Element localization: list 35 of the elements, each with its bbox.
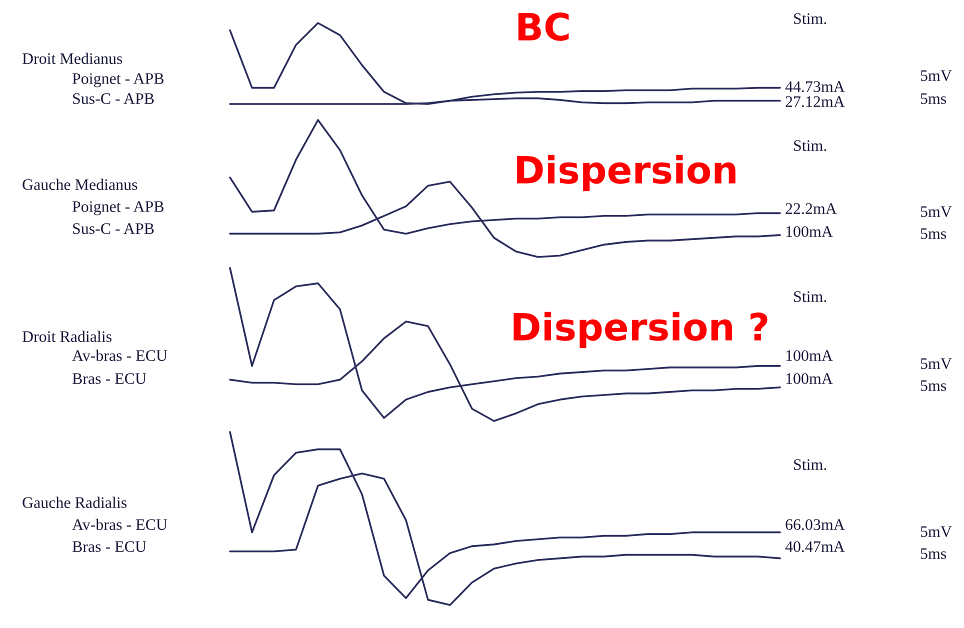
text: Av-bras - ECU	[72, 518, 168, 530]
annotation: 27.12mA	[786, 96, 845, 108]
text: Bras - ECU	[72, 373, 146, 384]
text: Sus-C - APB	[73, 93, 154, 104]
text: Droit Medianus	[22, 52, 122, 64]
text: 5ms	[920, 548, 946, 559]
text: 5ms	[920, 380, 946, 391]
text: 5mV	[920, 526, 952, 538]
annotation: 44.73mA	[785, 81, 845, 92]
text: Av-bras - ECU	[72, 350, 168, 361]
text: Stim.	[794, 459, 826, 470]
annotation: Dispersion	[517, 154, 736, 192]
text: Gauche Radialis	[22, 496, 127, 508]
text: 5ms	[920, 228, 946, 239]
text: 5mV	[920, 358, 952, 370]
text: Sus-C - APB	[73, 223, 154, 234]
text: 5ms	[920, 93, 946, 104]
annotation: 22.2mA	[786, 203, 837, 214]
text: Gauche Medianus	[22, 178, 138, 190]
annotation: Dispersion ?	[514, 312, 768, 348]
text: Stim.	[794, 13, 826, 24]
annotation: 40.47mA	[785, 541, 845, 552]
annotation: 66.03mA	[786, 519, 845, 530]
text: Poignet - APB	[72, 73, 164, 88]
text: 5mV	[920, 70, 952, 82]
text: 5mV	[920, 206, 952, 218]
text: Stim.	[794, 291, 826, 302]
text: Bras - ECU	[72, 541, 146, 552]
annotation: 100mA	[786, 226, 833, 237]
text: Droit Radialis	[22, 330, 112, 342]
annotation: 100mA	[786, 373, 833, 384]
annotation: BC	[518, 12, 569, 41]
text: Poignet - APB	[72, 201, 164, 216]
text: Stim.	[794, 140, 826, 152]
annotation: 100mA	[786, 350, 833, 361]
